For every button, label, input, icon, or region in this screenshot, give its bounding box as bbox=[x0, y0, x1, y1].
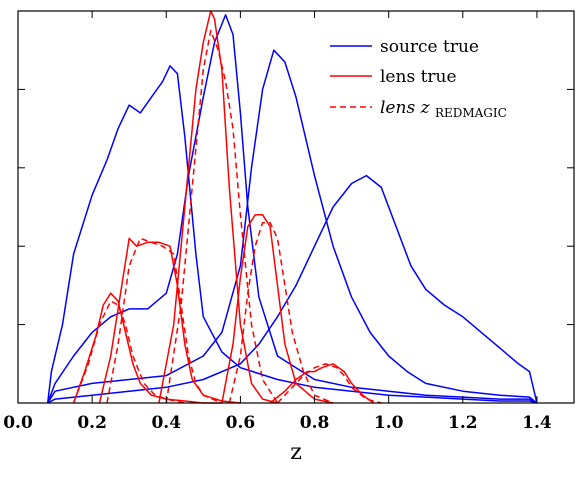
x-tick-label: 0.8 bbox=[300, 413, 330, 433]
legend-label-lens-true: lens true bbox=[380, 67, 457, 87]
legend-label-lens-redmagic-main: lens z bbox=[380, 98, 431, 118]
legend: source true lens true lens z REDMAGIC bbox=[330, 37, 507, 120]
x-tick-label: 1.4 bbox=[522, 413, 552, 433]
series-line-lens-true-6 bbox=[158, 10, 278, 404]
series-line-lens-z-redmagic-11 bbox=[165, 29, 279, 404]
series-line-lens-z-redmagic-10 bbox=[106, 237, 223, 404]
x-tick-label: 1.2 bbox=[448, 413, 478, 433]
x-tick-label: 0.2 bbox=[77, 413, 107, 433]
x-tick-label: 1.0 bbox=[374, 413, 404, 433]
legend-label-source-true: source true bbox=[380, 37, 479, 57]
series-line-source-true-2 bbox=[47, 49, 538, 404]
x-axis-label: z bbox=[290, 440, 302, 465]
plot-frame bbox=[17, 10, 575, 404]
series-line-lens-z-redmagic-12 bbox=[228, 221, 334, 404]
series-line-lens-true-5 bbox=[98, 237, 241, 404]
series-line-source-true-3 bbox=[47, 174, 538, 404]
series-line-lens-true-8 bbox=[269, 363, 375, 404]
series-line-source-true-0 bbox=[46, 65, 538, 404]
series-line-source-true-1 bbox=[46, 14, 538, 404]
legend-label-lens-redmagic: lens z REDMAGIC bbox=[380, 98, 507, 120]
series-line-lens-true-7 bbox=[221, 214, 334, 404]
ticks-layer bbox=[17, 10, 574, 403]
legend-label-lens-redmagic-sub: REDMAGIC bbox=[435, 106, 507, 120]
x-tick-label: 0.0 bbox=[3, 413, 33, 433]
x-tick-label: 0.6 bbox=[226, 413, 256, 433]
x-tick-label: 0.4 bbox=[151, 413, 181, 433]
series-layer bbox=[46, 10, 538, 404]
x-tick-labels: 0.0 0.2 0.4 0.6 0.8 1.0 1.2 1.4 bbox=[3, 413, 552, 433]
